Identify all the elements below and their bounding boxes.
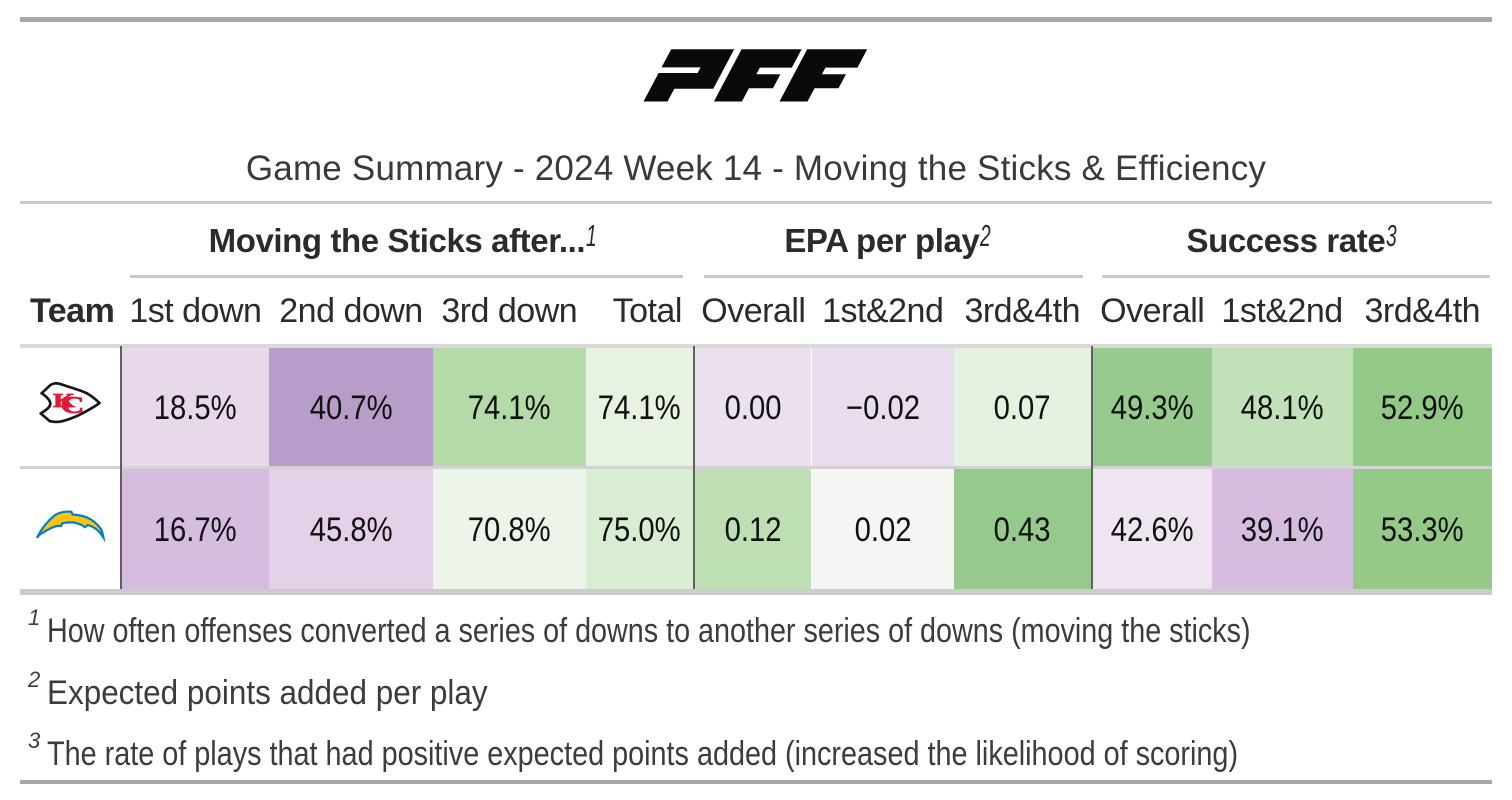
svg-text:C: C <box>61 393 85 419</box>
svg-text:K: K <box>53 390 76 412</box>
